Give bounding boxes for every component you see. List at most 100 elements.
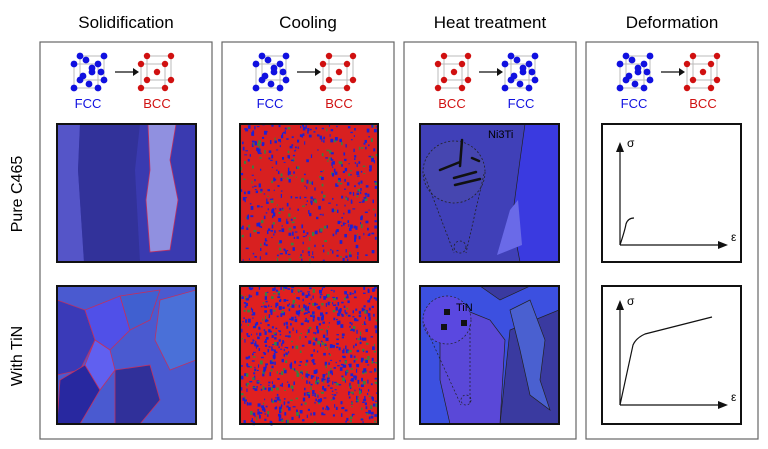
phase-speck: [327, 347, 329, 350]
phase-speck: [331, 208, 335, 213]
phase-speck: [240, 294, 243, 296]
phase-speck: [268, 384, 270, 386]
phase-speck: [285, 420, 287, 425]
phase-speck: [325, 329, 327, 333]
phase-speck: [260, 356, 264, 359]
phase-speck: [246, 384, 248, 388]
phase-speck: [358, 390, 362, 395]
phase-speck: [341, 407, 344, 410]
phase-speck: [363, 398, 367, 402]
phase-speck: [333, 290, 335, 293]
phase-speck: [259, 332, 262, 336]
phase-speck: [275, 160, 278, 165]
phase-speck: [321, 302, 324, 306]
phase-speck: [279, 372, 281, 375]
phase-speck: [355, 398, 359, 403]
phase-speck: [303, 304, 305, 309]
phase-speck: [358, 161, 361, 164]
phase-speck: [367, 379, 369, 384]
phase-speck: [349, 174, 352, 176]
phase-speck: [280, 134, 284, 139]
phase-speck: [355, 308, 358, 311]
phase-speck: [286, 346, 289, 349]
phase-speck: [241, 337, 244, 340]
phase-speck: [264, 131, 268, 133]
phase-speck: [312, 363, 315, 365]
phase-speck: [343, 152, 346, 156]
phase-speck: [349, 419, 352, 423]
phase-speck: [301, 344, 305, 347]
phase-speck: [270, 369, 273, 372]
phase-speck: [294, 231, 298, 233]
phase-speck: [309, 236, 311, 241]
phase-speck: [341, 164, 343, 167]
phase-speck: [261, 220, 264, 224]
phase-speck: [261, 408, 264, 411]
phase-speck: [254, 414, 256, 418]
phase-speck: [269, 360, 272, 365]
phase-speck: [252, 356, 256, 358]
phase-speck: [330, 138, 334, 143]
phase-speck: [354, 185, 356, 188]
phase-speck: [277, 413, 281, 417]
phase-speck: [323, 140, 325, 143]
phase-speck: [275, 327, 278, 330]
phase-speck: [349, 251, 351, 256]
phase-speck: [313, 421, 317, 424]
phase-speck: [369, 298, 371, 301]
phase-speck: [319, 175, 323, 178]
phase-speck: [254, 256, 257, 258]
phase-speck: [360, 360, 363, 363]
phase-speck: [288, 232, 292, 236]
phase-speck: [267, 195, 269, 197]
atom: [276, 84, 284, 92]
phase-speck: [305, 294, 309, 298]
phase-speck: [292, 302, 295, 304]
phase-speck: [257, 403, 261, 407]
phase-speck: [246, 332, 249, 336]
phase-speck: [279, 145, 281, 148]
phase-speck: [353, 225, 356, 229]
phase-speck: [334, 304, 337, 306]
phase-speck: [282, 311, 286, 316]
phase-speck: [352, 326, 356, 330]
phase-speck: [285, 335, 288, 337]
arrow-icon: [133, 68, 139, 76]
phase-speck: [318, 401, 321, 405]
phase-speck: [288, 407, 291, 411]
phase-speck: [310, 383, 313, 386]
phase-speck: [271, 346, 273, 350]
phase-speck: [291, 136, 294, 139]
phase-speck: [279, 247, 282, 251]
phase-speck: [360, 147, 364, 149]
phase-speck: [245, 302, 248, 307]
phase-speck: [365, 328, 368, 332]
atom: [137, 84, 145, 92]
phase-speck: [271, 198, 274, 200]
phase-speck: [246, 227, 248, 229]
phase-speck: [347, 300, 350, 304]
phase-speck: [337, 301, 340, 306]
phase-speck: [349, 321, 351, 324]
phase-speck: [323, 413, 326, 416]
phase-speck: [287, 253, 291, 256]
phase-speck: [308, 302, 311, 305]
phase-speck: [342, 356, 346, 359]
phase-speck: [320, 312, 324, 316]
tin-label: TiN: [456, 302, 473, 314]
phase-speck: [341, 336, 345, 339]
phase-speck: [314, 187, 316, 191]
phase-speck: [283, 299, 287, 302]
phase-speck: [339, 256, 342, 258]
phase-speck: [336, 125, 338, 128]
phase-speck: [298, 291, 300, 293]
phase-speck: [274, 361, 276, 365]
phase-speck: [298, 364, 302, 366]
phase-speck: [373, 343, 375, 347]
phase-speck: [353, 135, 355, 137]
phase-speck: [315, 127, 318, 130]
phase-speck: [373, 159, 375, 164]
phase-speck: [249, 154, 251, 157]
phase-speck: [334, 389, 337, 391]
phase-speck: [289, 334, 291, 337]
